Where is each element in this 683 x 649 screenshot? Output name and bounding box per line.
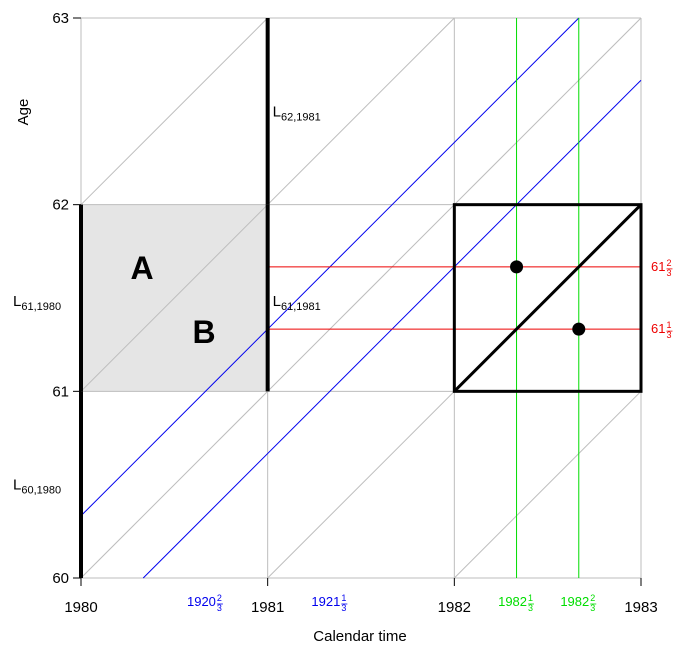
svg-text:3: 3 bbox=[528, 603, 533, 613]
cohort-1920-label: 1920 23 bbox=[187, 593, 223, 613]
time-1982-1-label: 1982 13 bbox=[498, 593, 535, 613]
lifeline-label-l62-1981: L62,1981 bbox=[273, 103, 321, 123]
x-axis-title: Calendar time bbox=[313, 628, 406, 645]
x-tick-label: 1980 bbox=[64, 599, 97, 616]
region-b-label: B bbox=[192, 314, 215, 350]
data-point-2 bbox=[572, 322, 586, 336]
lifeline-label-l61-1980: L61,1980 bbox=[13, 293, 61, 313]
grid-diagonal bbox=[453, 390, 642, 579]
svg-text:61: 61 bbox=[651, 259, 665, 274]
x-tick-label: 1983 bbox=[624, 599, 657, 616]
svg-text:3: 3 bbox=[217, 603, 222, 613]
svg-text:1: 1 bbox=[528, 593, 533, 603]
y-tick-label: 62 bbox=[52, 197, 69, 214]
svg-text:1920: 1920 bbox=[187, 594, 216, 609]
svg-text:3: 3 bbox=[666, 330, 671, 340]
svg-text:2: 2 bbox=[217, 593, 222, 603]
svg-text:1: 1 bbox=[341, 593, 346, 603]
age-61-1-label: 61 13 bbox=[651, 320, 673, 340]
svg-text:2: 2 bbox=[590, 593, 595, 603]
svg-text:1: 1 bbox=[666, 320, 671, 330]
y-tick-label: 61 bbox=[52, 383, 69, 400]
svg-text:3: 3 bbox=[590, 603, 595, 613]
highlight-diagonal bbox=[453, 203, 643, 393]
svg-text:1982: 1982 bbox=[498, 594, 527, 609]
lifeline-label-l61-1981: L61,1981 bbox=[273, 293, 321, 313]
svg-text:1921: 1921 bbox=[311, 594, 340, 609]
region-a-label: A bbox=[130, 250, 153, 286]
grid-diagonal bbox=[80, 17, 642, 579]
y-tick-label: 63 bbox=[52, 10, 69, 27]
lifeline-label-l60-1980: L60,1980 bbox=[13, 477, 61, 497]
x-tick-label: 1981 bbox=[251, 599, 284, 616]
cohort-1921-label: 1921 13 bbox=[311, 593, 348, 613]
svg-text:3: 3 bbox=[666, 268, 671, 278]
svg-text:61: 61 bbox=[651, 321, 665, 336]
data-point-1 bbox=[510, 260, 524, 274]
x-tick-label: 1982 bbox=[438, 599, 471, 616]
highlight-square bbox=[452, 203, 643, 393]
svg-text:2: 2 bbox=[666, 258, 671, 268]
svg-text:1982: 1982 bbox=[560, 594, 589, 609]
y-tick-label: 60 bbox=[52, 570, 69, 587]
grid-diagonal bbox=[80, 17, 269, 206]
age-61-2-label: 61 23 bbox=[651, 258, 673, 278]
svg-text:3: 3 bbox=[341, 603, 346, 613]
y-axis-title: Age bbox=[15, 99, 32, 126]
time-1982-2-label: 1982 23 bbox=[560, 593, 597, 613]
